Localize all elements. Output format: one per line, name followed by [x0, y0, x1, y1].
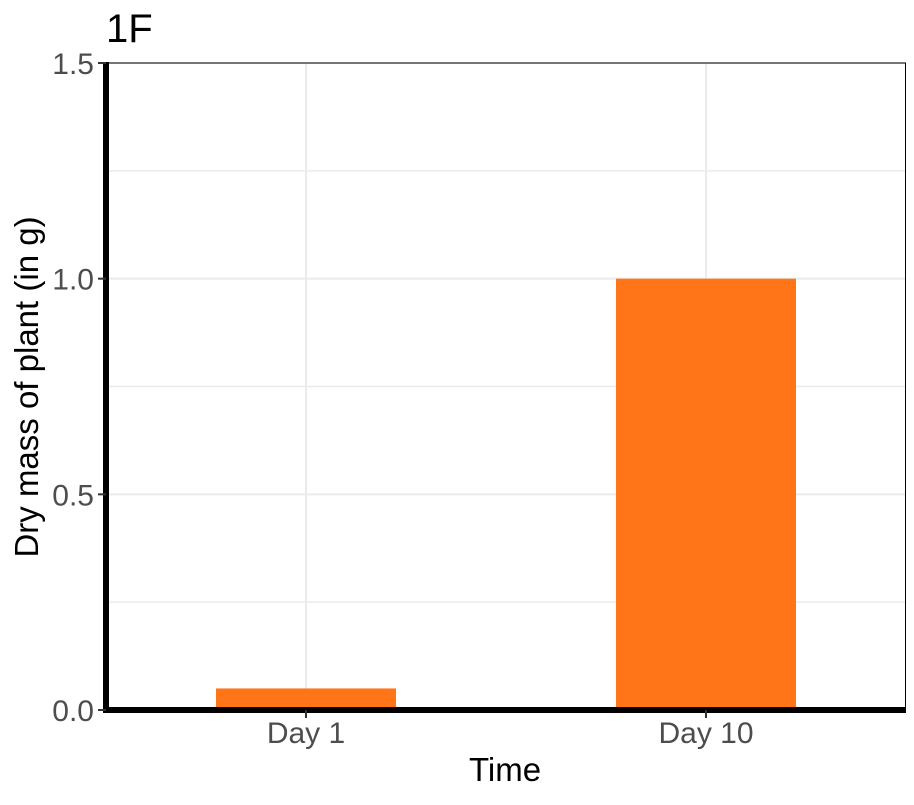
y-tick-label: 1.0: [52, 264, 94, 297]
bars-layer: [216, 278, 796, 710]
x-tick-label: Day 1: [267, 717, 345, 750]
ticks-layer: 0.0 0.5 1.0 1.5 Day 1 Day 10: [52, 48, 753, 750]
x-tick-label: Day 10: [658, 717, 753, 750]
y-axis-label: Dry mass of plant (in g): [8, 216, 45, 557]
bar-day-1: [216, 688, 396, 710]
axes-layer: [103, 62, 906, 713]
bar-day-10: [616, 278, 796, 710]
y-tick-label: 0.5: [52, 479, 94, 512]
y-tick-label: 1.5: [52, 48, 94, 81]
y-tick-label: 0.0: [52, 695, 94, 728]
chart-title: 1F: [106, 7, 153, 51]
x-axis-label: Time: [469, 751, 541, 788]
